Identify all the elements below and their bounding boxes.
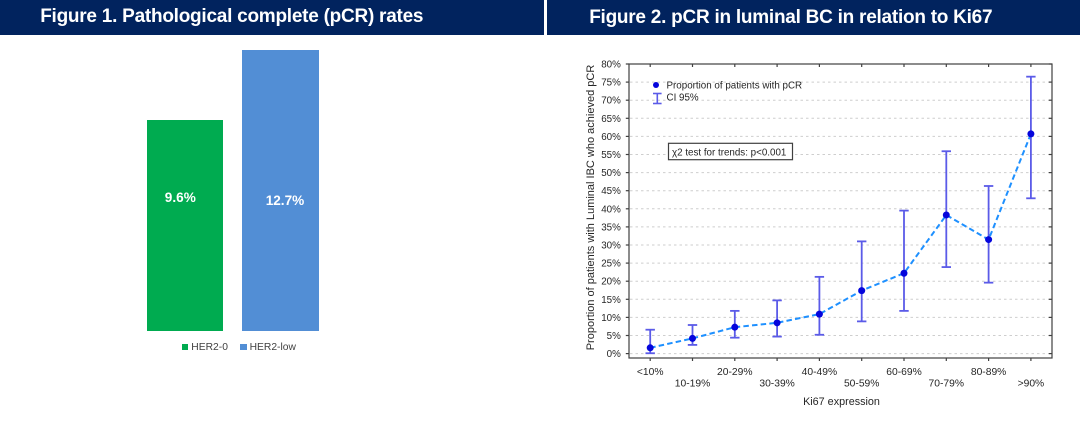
svg-text:20%: 20% bbox=[601, 277, 621, 288]
svg-text:<10%: <10% bbox=[637, 367, 664, 378]
svg-text:Ki67 expression: Ki67 expression bbox=[803, 396, 880, 408]
svg-text:10-19%: 10-19% bbox=[675, 379, 711, 390]
svg-text:80%: 80% bbox=[601, 60, 621, 71]
svg-text:30%: 30% bbox=[601, 241, 621, 252]
svg-text:50%: 50% bbox=[601, 168, 621, 179]
svg-text:40%: 40% bbox=[601, 204, 621, 215]
svg-text:80-89%: 80-89% bbox=[971, 367, 1007, 378]
svg-text:15%: 15% bbox=[601, 295, 621, 306]
svg-text:50-59%: 50-59% bbox=[844, 379, 880, 390]
svg-text:65%: 65% bbox=[601, 114, 621, 125]
svg-text:35%: 35% bbox=[601, 222, 621, 233]
svg-text:>90%: >90% bbox=[1018, 379, 1045, 390]
svg-text:CI 95%: CI 95% bbox=[667, 92, 699, 103]
svg-text:55%: 55% bbox=[601, 150, 621, 161]
svg-text:Proportion of patients with pC: Proportion of patients with pCR bbox=[667, 80, 803, 91]
svg-text:60%: 60% bbox=[601, 132, 621, 143]
svg-text:10%: 10% bbox=[601, 313, 621, 324]
svg-text:0%: 0% bbox=[607, 349, 621, 360]
svg-text:χ2 test for trends: p<0.001: χ2 test for trends: p<0.001 bbox=[672, 147, 786, 158]
svg-text:25%: 25% bbox=[601, 259, 621, 270]
svg-text:75%: 75% bbox=[601, 78, 621, 89]
svg-text:Proportion of patients with Lu: Proportion of patients with Luminal IBC … bbox=[585, 65, 597, 351]
svg-text:45%: 45% bbox=[601, 186, 621, 197]
svg-text:5%: 5% bbox=[607, 331, 621, 342]
svg-text:60-69%: 60-69% bbox=[886, 367, 922, 378]
svg-text:70%: 70% bbox=[601, 96, 621, 107]
svg-text:70-79%: 70-79% bbox=[929, 379, 965, 390]
svg-text:30-39%: 30-39% bbox=[759, 379, 795, 390]
svg-text:40-49%: 40-49% bbox=[802, 367, 838, 378]
svg-text:20-29%: 20-29% bbox=[717, 367, 753, 378]
